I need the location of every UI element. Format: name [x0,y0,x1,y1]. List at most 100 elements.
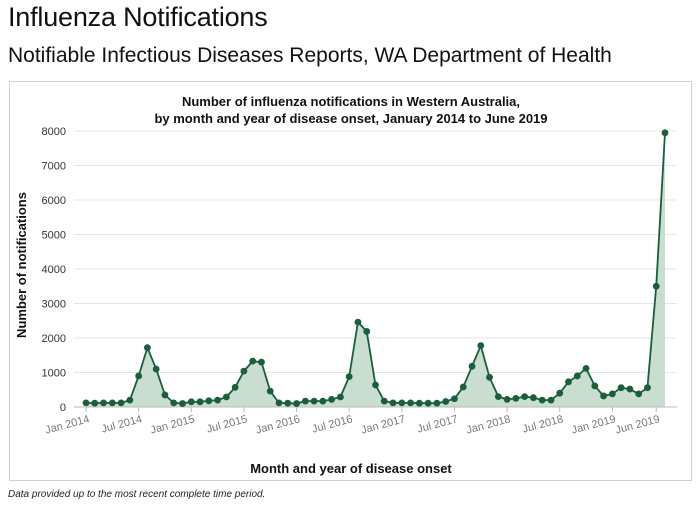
series-points [82,129,669,407]
data-point[interactable] [573,372,581,380]
data-point[interactable] [591,382,599,390]
x-tick-label: Jul 2016 [311,413,354,435]
data-point[interactable] [91,399,99,407]
data-point[interactable] [240,367,248,375]
y-axis-ticks: 0 1000 2000 3000 4000 5000 6000 7000 8000 [42,126,66,414]
data-point[interactable] [205,397,213,405]
data-point[interactable] [354,318,362,326]
x-tick-label: Jul 2015 [205,413,248,435]
data-point[interactable] [565,378,572,386]
data-point[interactable] [459,383,467,391]
data-point[interactable] [398,399,406,407]
data-point[interactable] [389,399,397,407]
data-point[interactable] [652,282,660,290]
y-tick-label: 4000 [42,264,66,276]
x-tick-label: Jul 2018 [521,413,564,435]
grid-lines [74,130,677,408]
data-point[interactable] [582,364,590,372]
data-point[interactable] [100,399,107,407]
data-point[interactable] [108,399,116,407]
data-point[interactable] [187,398,195,406]
data-point[interactable] [503,396,511,403]
data-point[interactable] [494,393,502,401]
y-tick-label: 1000 [42,368,66,380]
page-subtitle: Notifiable Infectious Diseases Reports, … [8,44,612,67]
data-point[interactable] [512,394,520,402]
x-tick-label: Jan 2015 [149,413,196,436]
data-point[interactable] [661,129,669,137]
data-point[interactable] [451,395,458,403]
data-point[interactable] [328,396,336,403]
data-point[interactable] [310,397,318,405]
data-point[interactable] [626,385,634,393]
data-point[interactable] [231,383,239,391]
data-point[interactable] [82,399,90,407]
chart-subtitle: by month and year of disease onset, Janu… [154,111,547,126]
data-point[interactable] [196,398,204,406]
y-tick-label: 5000 [42,230,66,242]
data-point[interactable] [644,384,651,392]
data-point[interactable] [179,400,186,407]
x-tick-label: Jan 2016 [254,413,301,436]
x-tick-label: Jan 2014 [44,413,91,436]
influenza-chart: Number of influenza notifications in Wes… [14,94,677,476]
x-tick-label: Jan 2018 [465,413,512,436]
data-point[interactable] [293,400,300,407]
data-point[interactable] [486,373,493,381]
data-point[interactable] [258,358,265,366]
data-point[interactable] [126,396,134,404]
data-point[interactable] [407,399,414,407]
data-point[interactable] [301,397,309,405]
data-point[interactable] [345,373,353,381]
data-point[interactable] [635,390,643,398]
data-point[interactable] [135,372,143,380]
y-tick-label: 6000 [42,195,66,207]
data-point[interactable] [222,393,230,401]
data-point[interactable] [521,393,529,401]
page-title: Influenza Notifications [8,2,268,32]
data-point[interactable] [433,399,441,407]
data-point[interactable] [442,398,450,405]
data-point[interactable] [170,399,178,407]
data-point[interactable] [468,362,476,370]
data-point[interactable] [214,396,221,404]
data-point[interactable] [152,365,160,373]
data-point[interactable] [266,387,274,395]
y-axis-label: Number of notifications [14,192,29,338]
x-axis-ticks: Jan 2014 Jul 2014 Jan 2015 Jul 2015 Jan 2016… [44,407,661,437]
data-point[interactable] [161,391,169,399]
data-point[interactable] [363,328,371,335]
data-point[interactable] [144,344,151,352]
data-point[interactable] [337,393,344,401]
data-point[interactable] [617,384,625,392]
data-point[interactable] [372,381,379,389]
data-point[interactable] [380,397,388,405]
y-tick-label: 3000 [42,299,66,311]
data-point[interactable] [608,390,616,398]
data-point[interactable] [117,399,125,407]
data-point[interactable] [249,357,257,365]
data-point[interactable] [547,396,555,404]
x-tick-label: Jan 2017 [360,413,407,436]
data-point[interactable] [530,394,537,402]
data-point[interactable] [600,392,607,400]
x-tick-label: Jul 2014 [100,413,143,435]
data-point[interactable] [284,399,292,407]
x-tick-label: Jun 2019 [614,413,661,436]
data-point[interactable] [275,399,283,407]
data-point[interactable] [477,342,485,349]
data-point[interactable] [424,399,432,407]
x-tick-label: Jul 2017 [416,413,459,435]
data-point[interactable] [319,397,327,405]
y-tick-label: 0 [60,402,66,414]
y-tick-label: 8000 [42,126,66,138]
footnote: Data provided up to the most recent comp… [8,489,266,500]
series-line [85,132,666,405]
x-axis-label: Month and year of disease onset [250,461,452,476]
area-fill [86,132,665,407]
data-point[interactable] [415,399,423,407]
y-tick-label: 2000 [42,333,66,345]
data-point[interactable] [538,396,546,404]
data-point[interactable] [556,389,564,397]
series-area [85,132,666,407]
